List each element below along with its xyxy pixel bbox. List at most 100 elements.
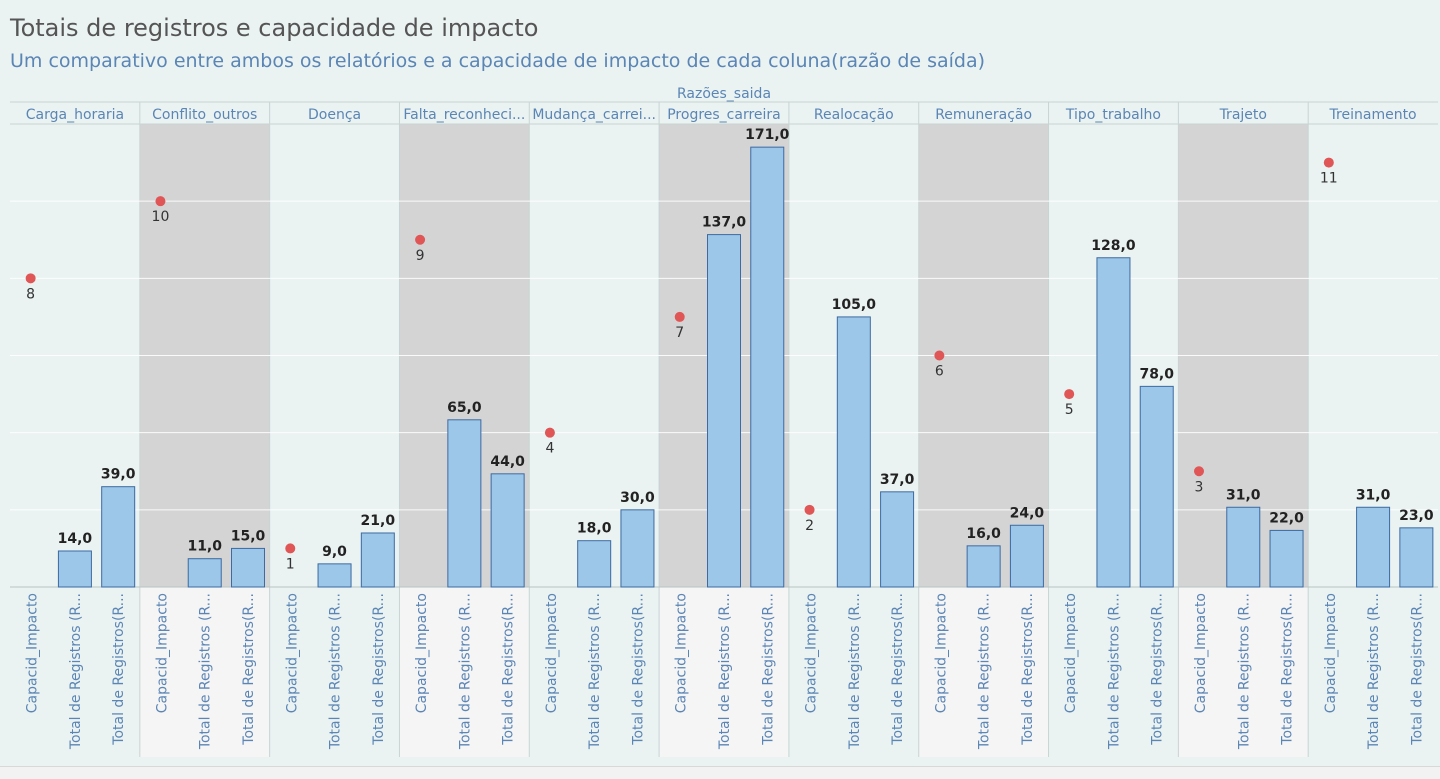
total-registros-2-label: 78,0 — [1139, 366, 1174, 382]
capacid-label: 8 — [26, 286, 35, 302]
measure-axis-label: Capacid_Impacto — [804, 593, 820, 713]
chart-subtitle: Um comparativo entre ambos os relatórios… — [10, 50, 986, 72]
measure-axis-label: Total de Registros(R... — [1020, 593, 1036, 746]
measure-axis-label: Capacid_Impacto — [674, 593, 690, 713]
capacid-label: 1 — [286, 556, 295, 572]
capacid-dot — [1323, 157, 1334, 168]
capacid-label: 5 — [1065, 402, 1074, 418]
axis-band — [10, 587, 140, 757]
total-registros-1-bar — [836, 316, 871, 588]
total-registros-2-bar — [880, 491, 915, 588]
total-registros-2-label: 23,0 — [1399, 508, 1434, 524]
measure-axis-label: Total de Registros (R... — [328, 593, 344, 750]
axis-band — [269, 587, 400, 757]
capacid-label: 2 — [805, 518, 814, 534]
measure-axis-label: Total de Registros (R... — [1236, 593, 1252, 750]
capacid-label: 10 — [152, 209, 170, 225]
column-header: Razões_saida — [677, 86, 771, 102]
axis-band — [1308, 587, 1438, 757]
total-registros-1-bar — [1096, 257, 1131, 588]
total-registros-2-label: 15,0 — [231, 528, 266, 544]
measure-axis-label: Total de Registros(R... — [1280, 593, 1296, 746]
total-registros-1-label: 11,0 — [187, 539, 222, 555]
measure-axis-label: Total de Registros(R... — [501, 593, 517, 746]
total-registros-1-label: 16,0 — [966, 526, 1001, 542]
measure-axis-label: Total de Registros (R... — [1366, 593, 1382, 750]
measure-axis-label: Total de Registros(R... — [890, 593, 906, 746]
measure-axis-label: Total de Registros (R... — [68, 593, 84, 750]
total-registros-2-label: 44,0 — [490, 454, 525, 470]
category-label: Carga_horaria — [26, 107, 124, 123]
axis-band — [659, 587, 789, 757]
measure-axis-label: Total de Registros(R... — [371, 593, 387, 746]
total-registros-2-bar — [1139, 385, 1174, 588]
category-label: Doença — [308, 107, 361, 123]
capacid-dot — [1064, 389, 1075, 400]
total-registros-1-label: 128,0 — [1091, 238, 1136, 254]
total-registros-2-label: 30,0 — [620, 490, 655, 506]
measure-axis-label: Capacid_Impacto — [1193, 593, 1209, 713]
total-registros-1-label: 65,0 — [447, 400, 482, 416]
measure-axis-label: Total de Registros(R... — [111, 593, 127, 746]
capacid-dot — [285, 543, 296, 554]
category-label: Tipo_trabalho — [1065, 107, 1161, 123]
measure-axis-label: Total de Registros (R... — [457, 593, 473, 750]
capacid-dot — [25, 273, 36, 284]
total-registros-1-label: 105,0 — [832, 297, 877, 313]
total-registros-2-bar — [620, 509, 655, 588]
measure-axis-label: Capacid_Impacto — [154, 593, 170, 713]
capacid-dot — [804, 504, 815, 515]
total-registros-1-label: 137,0 — [702, 215, 747, 231]
total-registros-2-label: 22,0 — [1269, 510, 1304, 526]
axis-band — [1178, 587, 1309, 757]
capacid-dot — [1194, 466, 1204, 477]
total-registros-2-bar — [1399, 527, 1434, 588]
axis-band — [1048, 587, 1179, 757]
total-registros-2-label: 171,0 — [745, 127, 790, 143]
capacid-dot — [934, 350, 945, 361]
measure-axis-label: Total de Registros(R... — [241, 593, 257, 746]
axis-band — [788, 587, 919, 757]
total-registros-2-bar — [490, 473, 525, 588]
measure-axis-label: Capacid_Impacto — [25, 593, 41, 713]
total-registros-1-label: 9,0 — [322, 544, 347, 560]
chart-title: Totais de registros e capacidade de impa… — [10, 14, 539, 42]
measure-axis-label: Total de Registros (R... — [587, 593, 603, 750]
measure-axis-label: Capacid_Impacto — [1323, 593, 1339, 713]
total-registros-1-label: 18,0 — [577, 521, 612, 537]
category-label: Conflito_outros — [152, 107, 257, 123]
capacid-label: 9 — [416, 248, 425, 264]
total-registros-2-bar — [360, 532, 395, 588]
total-registros-1-bar — [1226, 506, 1261, 588]
capacid-label: 4 — [545, 441, 554, 457]
total-registros-1-bar — [1356, 506, 1391, 588]
category-label: Progres_carreira — [667, 107, 781, 123]
axis-band — [918, 587, 1049, 757]
measure-axis-label: Total de Registros(R... — [1150, 593, 1166, 746]
category-label: Mudança_carrei... — [532, 107, 656, 123]
total-registros-1-bar — [317, 563, 352, 588]
measure-axis-label: Total de Registros (R... — [198, 593, 214, 750]
capacid-dot — [544, 427, 555, 438]
capacid-label: 3 — [1195, 479, 1204, 495]
total-registros-2-bar — [101, 486, 136, 588]
measure-axis-label: Capacid_Impacto — [544, 593, 560, 713]
measure-axis-label: Total de Registros (R... — [1106, 593, 1122, 750]
total-registros-1-bar — [187, 558, 222, 588]
capacid-label: 6 — [935, 364, 944, 380]
measure-axis-label: Total de Registros (R... — [977, 593, 993, 750]
axis-band — [139, 587, 270, 757]
total-registros-2-label: 39,0 — [101, 467, 136, 483]
axis-band — [529, 587, 660, 757]
category-label: Falta_reconheci... — [403, 107, 525, 123]
measure-axis-label: Total de Registros(R... — [1409, 593, 1425, 746]
capacid-dot — [415, 234, 426, 245]
total-registros-1-label: 14,0 — [58, 531, 93, 547]
measure-axis-label: Capacid_Impacto — [414, 593, 430, 713]
total-registros-1-label: 31,0 — [1226, 487, 1261, 503]
capacid-dot — [155, 196, 166, 207]
total-registros-1-bar — [577, 540, 612, 588]
total-registros-1-bar — [447, 419, 482, 588]
measure-axis-label: Total de Registros(R... — [760, 593, 776, 746]
